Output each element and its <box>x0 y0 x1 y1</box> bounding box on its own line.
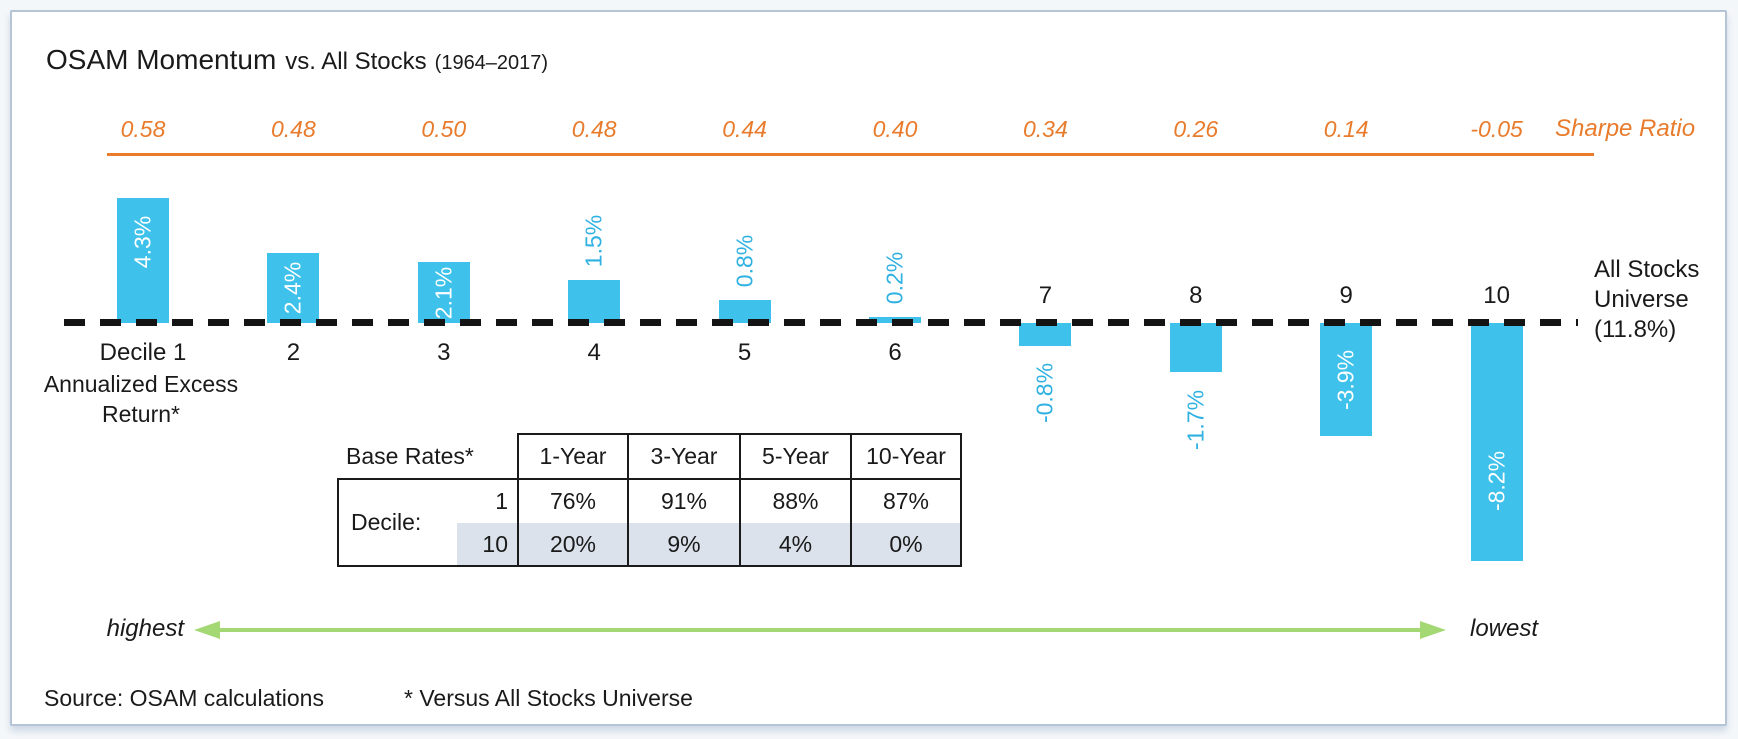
excess-return-line1: Annualized Excess <box>43 371 239 397</box>
decile-label: 7 <box>1038 282 1053 309</box>
bar <box>1320 323 1373 437</box>
table-col-header-1year: 1-Year <box>517 433 629 480</box>
table-row-decile1: Decile: 1 76% 91% 88% 87% <box>337 478 962 567</box>
bar-value-label: -3.9% <box>1332 349 1359 410</box>
decile-label: 9 <box>1339 282 1353 309</box>
sharpe-ratio-value: 0.26 <box>1173 116 1219 142</box>
bar <box>718 299 771 323</box>
bar-value-label: -8.2% <box>1483 450 1510 511</box>
lowest-label: lowest <box>1470 615 1539 642</box>
bar-value-label: 0.2% <box>881 251 908 305</box>
range-arrow-left-head <box>194 621 220 639</box>
table-cell: 88% <box>739 478 852 523</box>
sharpe-ratio-axis-label: Sharpe Ratio <box>1555 115 1696 142</box>
bar <box>568 279 621 323</box>
table-col-header-3year: 3-Year <box>627 433 741 480</box>
table-col-header-5year: 5-Year <box>739 433 852 480</box>
bar-value-label: 2.4% <box>279 261 306 315</box>
decile-label: 5 <box>737 339 752 366</box>
decile-label: 6 <box>888 339 902 366</box>
title-versus: vs. All Stocks <box>285 48 427 75</box>
all-stocks-line2: Universe <box>1594 286 1689 313</box>
bar-value-label: 2.1% <box>430 266 457 319</box>
bar <box>1019 323 1072 347</box>
sharpe-ratio-value: 0.48 <box>571 116 617 142</box>
all-stocks-line3: (11.8%) <box>1594 316 1677 343</box>
bar <box>1169 323 1222 373</box>
title-years: (1964–2017) <box>434 52 549 74</box>
highest-label: highest <box>106 615 184 642</box>
decile-group-label: Decile: <box>337 478 457 567</box>
table-decile-number: 1 <box>457 478 519 523</box>
sharpe-underline <box>107 153 1594 156</box>
sharpe-ratio-value: 0.58 <box>120 116 166 142</box>
source-label: Source: OSAM calculations <box>44 685 324 711</box>
bar <box>267 253 320 323</box>
all-stocks-line1: All Stocks <box>1594 256 1700 283</box>
sharpe-ratio-value: 0.34 <box>1023 116 1068 142</box>
table-header-row: Base Rates* 1-Year 3-Year 5-Year 10-Year <box>338 433 962 480</box>
all-stocks-universe-label: All Stocks Universe (11.8%) <box>1594 255 1699 345</box>
range-arrow-right-head <box>1420 621 1446 639</box>
table-corner-label: Base Rates* <box>346 442 474 469</box>
decile-label: 4 <box>587 339 601 366</box>
range-arrow <box>218 628 1422 632</box>
table-cell: 20% <box>517 523 629 567</box>
table-cell: 91% <box>627 478 741 523</box>
table-cell: 4% <box>739 523 852 567</box>
chart-panel: OSAM Momentum vs. All Stocks (1964–2017) S… <box>10 10 1727 726</box>
sharpe-ratio-value: -0.05 <box>1470 116 1523 142</box>
baseline-dashed-line <box>64 319 1578 326</box>
bar-value-label: 1.5% <box>580 214 607 267</box>
excess-return-axis-label: Annualized Excess Return* <box>21 369 261 429</box>
bar <box>117 198 169 323</box>
table-cell: 87% <box>850 478 962 523</box>
sharpe-ratio-value: 0.48 <box>271 116 316 142</box>
bar <box>1470 323 1523 561</box>
table-cell: 9% <box>627 523 741 567</box>
decile-label: 10 <box>1483 282 1510 309</box>
title-main: OSAM Momentum <box>46 44 277 75</box>
footnote-label: * Versus All Stocks Universe <box>404 685 693 711</box>
bar-value-label: 0.8% <box>731 234 758 288</box>
bar-value-label: -0.8% <box>1031 363 1058 424</box>
table-decile-number: 10 <box>457 523 519 567</box>
bar-value-label: -1.7% <box>1182 389 1209 450</box>
sharpe-ratio-value: 0.44 <box>722 116 767 142</box>
decile-label: 2 <box>286 339 301 366</box>
table-cell: 76% <box>517 478 629 523</box>
chart-title: OSAM Momentum vs. All Stocks (1964–2017) <box>46 44 548 76</box>
sharpe-ratio-value: 0.40 <box>872 116 918 142</box>
decile-label: 3 <box>437 339 451 366</box>
bar <box>417 262 470 323</box>
base-rates-table: Base Rates* 1-Year 3-Year 5-Year 10-Year… <box>337 433 962 567</box>
table-col-header-10year: 10-Year <box>850 433 962 480</box>
sharpe-ratio-value: 0.50 <box>421 116 467 142</box>
excess-return-line2: Return* <box>102 401 180 427</box>
decile-label: Decile 1 <box>99 339 187 366</box>
table-row-decile10: 10 20% 9% 4% 0% <box>338 523 962 567</box>
table-cell: 0% <box>850 523 962 567</box>
bar-value-label: 4.3% <box>129 216 156 269</box>
decile-label: 8 <box>1189 282 1203 309</box>
sharpe-ratio-value: 0.14 <box>1323 116 1369 142</box>
